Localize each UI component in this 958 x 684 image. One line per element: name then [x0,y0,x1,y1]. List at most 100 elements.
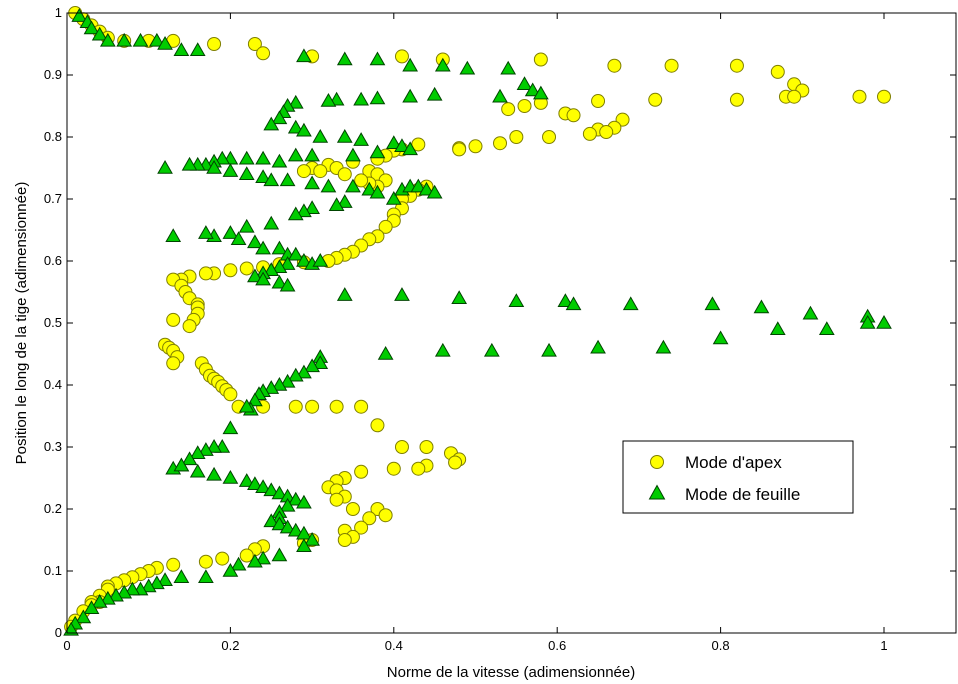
leaf-point [704,296,721,311]
series-leaf [63,8,892,636]
apex-point [166,557,181,572]
apex-point [256,46,271,61]
apex-point [378,219,393,234]
apex-point [729,92,744,107]
apex-point [648,92,663,107]
apex-point [362,511,377,526]
apex-point [329,399,344,414]
leaf-point [304,531,320,546]
leaf-point [271,110,288,125]
apex-point [493,136,508,151]
leaf-point [108,587,124,602]
apex-point [337,167,352,182]
leaf-point [418,181,435,196]
leaf-point [263,262,280,277]
x-tick-label: 0 [63,638,70,653]
leaf-point [124,581,141,596]
leaf-point [500,60,517,75]
leaf-point [271,259,288,273]
leaf-point [287,367,304,382]
leaf-point [247,553,263,568]
leaf-point [385,190,402,205]
y-tick-label: 1 [55,5,62,20]
tick-labels: 0 0.2 0.4 0.6 0.8 1 0 0.1 0.2 0.3 0.4 0.5 0.6 0.7 0.8 0… [44,5,888,653]
apex-point [305,399,320,414]
series-apex [64,6,891,634]
leaf-point [263,482,280,497]
apex-point [247,37,262,51]
x-tick-label: 0.4 [385,638,403,653]
leaf-point [279,519,296,534]
leaf-point [279,172,296,187]
apex-point [354,173,369,188]
leaf-point [255,271,271,286]
apex-point [419,440,434,454]
leaf-point [524,82,541,97]
leaf-point [173,42,190,56]
leaf-point [296,203,312,218]
apex-point [452,142,467,157]
leaf-point [541,342,557,357]
leaf-point [353,132,369,146]
x-tick-label: 1 [880,638,887,653]
leaf-point [361,181,378,196]
leaf-point [296,252,312,267]
leaf-point [279,373,296,388]
apex-point [354,399,369,414]
plot-area [67,13,956,633]
leaf-point [173,457,190,472]
leaf-point [394,138,410,153]
apex-point [448,455,463,470]
apex-point [411,461,426,476]
data-points [63,6,892,636]
leaf-point [426,86,443,101]
leaf-point [369,184,386,199]
leaf-point [451,290,468,304]
leaf-point [157,35,173,50]
leaf-point [149,575,165,590]
apex-point [337,533,352,547]
leaf-point [198,442,214,456]
leaf-point [402,88,419,103]
leaf-point [247,392,263,407]
leaf-point [271,485,288,500]
leaf-point [508,293,525,308]
leaf-point [181,156,198,171]
leaf-point [247,476,263,490]
legend-box [622,440,854,514]
leaf-point [328,197,345,211]
apex-point [517,99,532,113]
leaf-point [287,94,304,109]
leaf-point [263,172,280,187]
leaf-point [263,513,280,528]
leaf-point [345,147,361,162]
apex-point [239,261,254,276]
leaf-point [99,32,116,47]
apex-point [386,461,401,476]
x-tick-label: 0.6 [548,638,566,653]
leaf-point [279,497,296,512]
plot-frame [66,12,957,634]
leaf-point [753,299,770,314]
apex-point [239,548,254,563]
y-tick-label: 0.7 [44,191,62,206]
leaf-point [655,339,672,354]
leaf-point [271,376,288,391]
leaf-point [516,76,533,91]
apex-point [223,387,238,402]
leaf-point [206,438,222,453]
leaf-point [287,147,304,162]
leaf-point [222,163,239,177]
leaf-point [71,8,88,22]
leaf-point [394,287,410,301]
apex-point [542,130,557,144]
leaf-point [353,91,369,106]
y-tick-label: 0.6 [44,253,62,268]
apex-point [223,263,238,278]
leaf-point [83,600,100,614]
leaf-point [287,206,304,221]
leaf-point [369,144,386,159]
leaf-point [336,287,353,301]
leaf-point [279,256,296,270]
leaf-point [271,274,288,289]
